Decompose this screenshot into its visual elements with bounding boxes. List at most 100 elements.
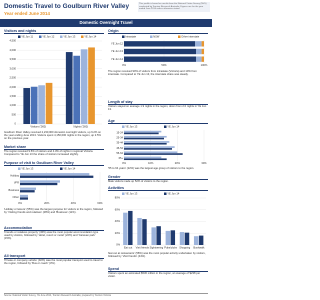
y-tick-label: Business (8, 188, 19, 192)
x-tick-label: 20% (175, 161, 181, 165)
bar (151, 227, 156, 245)
bar (38, 85, 45, 124)
heading: Length of stay (108, 100, 208, 105)
y-tick-label: 4,500 (10, 39, 17, 43)
page: Domestic Travel to Goulburn River Valley… (0, 2, 212, 297)
bar (165, 230, 171, 245)
bar (124, 132, 159, 135)
y-tick-label: 0 (15, 122, 17, 126)
bar-segment (196, 48, 202, 55)
paragraph: Male visitors made up 52% of visitors to… (108, 180, 169, 183)
x-tick-label: Nights ('000) (73, 125, 88, 129)
x-tick-label: Sightseeing (150, 246, 164, 250)
y-tick-label: Holiday (10, 173, 19, 177)
bar (45, 82, 53, 124)
y-tick-label: 45-54 (116, 146, 123, 150)
visitors-chart: YE Jun 11 YE Jun 12 YE Jun 13 YE Jun 14 0 500… (10, 35, 102, 129)
bar (124, 148, 172, 150)
x-tick-label: Visit friends (136, 246, 150, 250)
legend-label: YE Jun 11 (21, 35, 33, 39)
paragraph: '55 to 64 years' (22%) was the largest a… (108, 167, 195, 170)
x-tick-label: 100% (201, 63, 208, 67)
y-tick-label: 2,500 (10, 76, 17, 80)
x-tick-label: Eat out (124, 246, 132, 250)
legend-label: YE Jun 14 (167, 192, 180, 196)
paragraph: Visitors spent an estimated $530 million… (108, 272, 201, 279)
y-tick-label: YE Jun 14 (111, 57, 124, 61)
legend-label: YE Jun 14 (84, 35, 97, 39)
legend-label: YE Jun 13 (125, 192, 138, 196)
legend-swatch (150, 35, 153, 38)
bar-segment (195, 41, 202, 47)
x-tick-label: Bushwalk (193, 246, 205, 250)
bar (124, 153, 183, 155)
legend-label: Intrastate (125, 35, 136, 39)
bar (20, 180, 60, 183)
bar (65, 52, 73, 124)
bar (124, 137, 164, 140)
bar (124, 135, 167, 138)
bar (80, 49, 88, 124)
paragraph: 'Eat out at restaurants' (58%) was the m… (108, 252, 206, 259)
bar (198, 235, 204, 245)
y-tick-label: 1,000 (10, 103, 17, 107)
paragraph: 'Holiday or leisure' (55%) was the large… (4, 208, 104, 215)
bar (124, 156, 162, 159)
bar (137, 217, 142, 245)
paragraph: 'Friends or relatives property' (36%) wa… (4, 231, 99, 241)
y-tick-label: 3,500 (10, 57, 17, 61)
y-tick-label: 0% (116, 243, 120, 247)
legend-swatch (164, 192, 167, 195)
y-tick-label: 60% (115, 207, 121, 211)
title: Domestic Travel to Goulburn River Valley (4, 3, 130, 10)
x-tick-label: 0% (18, 201, 22, 205)
purpose-chart: YE Jun 13 YE Jun 14 0% 20% 40% 60% Holiday VFR B… (8, 167, 103, 206)
x-tick-label: Shopping (179, 246, 191, 250)
paragraph: Visitors stayed on average 1.9 nights in… (108, 105, 207, 112)
legend-label: YE Jun 13 (21, 167, 34, 171)
x-tick-label: Pubs/clubs (164, 246, 177, 250)
bar (156, 226, 161, 245)
legend-swatch (122, 35, 125, 38)
bar-segment (201, 56, 204, 62)
heading: Gender (108, 175, 208, 180)
heading: All transport (4, 254, 104, 259)
bar (20, 175, 94, 178)
heading: Spend (108, 267, 208, 272)
x-tick-label: 0% (122, 161, 126, 165)
legend-swatch (178, 35, 181, 38)
legend-label: YE Jun 13 (125, 125, 138, 129)
legend-label: YE Jun 13 (63, 35, 76, 39)
heading: Market share (4, 145, 104, 150)
heading: Activities (108, 186, 208, 191)
bar (128, 210, 133, 245)
section-title: Domestic Overnight Travel (0, 19, 212, 27)
bar (23, 88, 31, 124)
legend-swatch (39, 35, 42, 38)
y-tick-label: VFR (14, 181, 19, 185)
x-tick-label: 50% (161, 63, 167, 67)
heading: Purpose of visit to Goulburn River Valle… (4, 161, 104, 166)
x-tick-label: 30% (201, 161, 207, 165)
legend-swatch (60, 35, 63, 38)
legend-swatch (18, 167, 21, 170)
bar (20, 182, 58, 186)
heading: Age (108, 119, 208, 124)
legend-swatch (164, 125, 167, 128)
legend-swatch (122, 125, 125, 128)
y-tick-label: 4,000 (10, 48, 17, 52)
legend-label: NSW (153, 35, 160, 39)
y-tick-label: 40% (115, 219, 121, 223)
bar (179, 232, 185, 245)
y-tick-label: YE Jun 12 (111, 42, 124, 46)
bar-segment (124, 48, 196, 55)
bar-segment (201, 48, 204, 55)
y-tick-label: 55-64 (116, 151, 123, 155)
y-tick-label: Other (13, 195, 20, 199)
legend-label: YE Jun 14 (63, 167, 76, 171)
legend-swatch (122, 192, 125, 195)
legend-swatch (81, 35, 84, 38)
heading: Visitors and nights (4, 29, 104, 34)
y-tick-label: 3,000 (10, 66, 17, 70)
